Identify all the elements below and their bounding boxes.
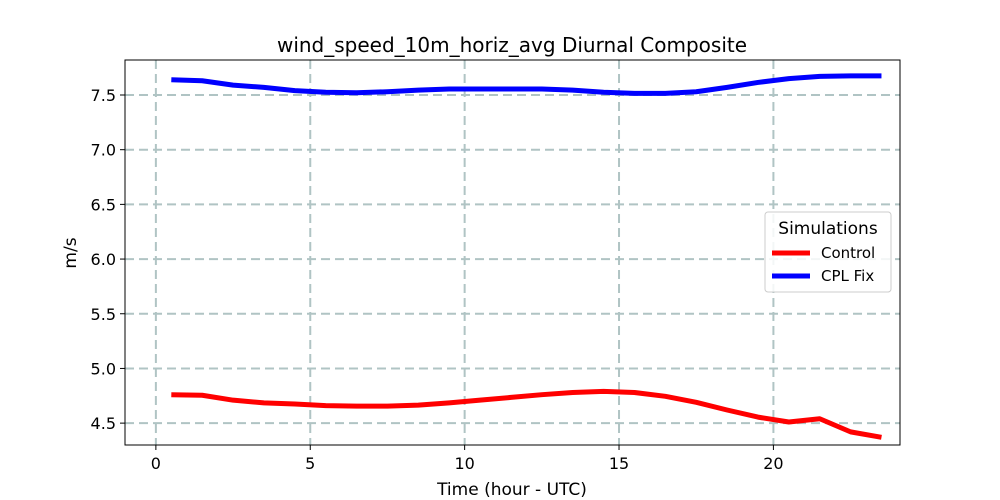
data-point-cpl-fix bbox=[694, 89, 699, 94]
tick-layer: 0 5 10 15 20 4.5 5.0 5.5 6.0 6.5 7.0 7.5 bbox=[91, 86, 784, 473]
series-line-control bbox=[171, 388, 882, 440]
data-point-control bbox=[292, 401, 297, 406]
data-point-control bbox=[354, 404, 359, 409]
data-point-control bbox=[786, 420, 791, 425]
data-point-cpl-fix bbox=[169, 77, 174, 82]
data-point-control bbox=[570, 390, 575, 395]
data-point-control bbox=[601, 389, 606, 394]
data-point-cpl-fix bbox=[508, 86, 513, 91]
y-tick-label: 7.0 bbox=[91, 141, 116, 160]
data-point-control bbox=[323, 403, 328, 408]
y-tick-label: 6.0 bbox=[91, 250, 116, 269]
chart-title: wind_speed_10m_horiz_avg Diurnal Composi… bbox=[277, 33, 747, 57]
series-line-cpl-fix bbox=[171, 73, 882, 96]
data-point-cpl-fix bbox=[231, 83, 236, 88]
legend: Simulations Control CPL Fix bbox=[764, 211, 892, 293]
data-point-cpl-fix bbox=[323, 90, 328, 95]
y-tick-label: 5.0 bbox=[91, 359, 116, 378]
data-point-cpl-fix bbox=[200, 78, 205, 83]
data-point-control bbox=[447, 400, 452, 405]
data-point-control bbox=[539, 392, 544, 397]
plot-frame bbox=[124, 59, 901, 446]
series-layer bbox=[169, 73, 884, 440]
data-point-control bbox=[817, 416, 822, 421]
data-point-cpl-fix bbox=[817, 74, 822, 79]
data-point-cpl-fix bbox=[879, 73, 884, 78]
x-tick-label: 15 bbox=[609, 454, 629, 473]
data-point-control bbox=[755, 415, 760, 420]
data-point-control bbox=[848, 429, 853, 434]
data-point-control bbox=[200, 393, 205, 398]
data-point-cpl-fix bbox=[354, 90, 359, 95]
x-axis-label: Time (hour - UTC) bbox=[436, 480, 587, 500]
data-point-cpl-fix bbox=[632, 91, 637, 96]
data-point-control bbox=[169, 392, 174, 397]
x-tick-label: 0 bbox=[151, 454, 161, 473]
data-point-control bbox=[694, 400, 699, 405]
data-point-control bbox=[231, 398, 236, 403]
data-point-control bbox=[478, 398, 483, 403]
data-point-control bbox=[416, 403, 421, 408]
legend-label-cpl-fix: CPL Fix bbox=[821, 267, 874, 285]
data-point-cpl-fix bbox=[478, 86, 483, 91]
data-point-cpl-fix bbox=[755, 80, 760, 85]
legend-title: Simulations bbox=[778, 219, 878, 239]
data-point-control bbox=[663, 394, 668, 399]
y-axis-label: m/s bbox=[61, 237, 81, 268]
y-tick-label: 4.5 bbox=[91, 414, 116, 433]
data-point-control bbox=[879, 435, 884, 440]
data-point-cpl-fix bbox=[663, 91, 668, 96]
data-point-cpl-fix bbox=[570, 88, 575, 93]
data-point-cpl-fix bbox=[786, 76, 791, 81]
x-tick-label: 5 bbox=[305, 454, 315, 473]
data-point-cpl-fix bbox=[385, 89, 390, 94]
y-tick-label: 6.5 bbox=[91, 195, 116, 214]
data-point-cpl-fix bbox=[539, 86, 544, 91]
data-point-cpl-fix bbox=[601, 90, 606, 95]
y-tick-label: 7.5 bbox=[91, 86, 116, 105]
legend-label-control: Control bbox=[821, 244, 875, 262]
legend-box bbox=[764, 211, 892, 293]
data-point-cpl-fix bbox=[447, 86, 452, 91]
data-point-control bbox=[632, 390, 637, 395]
data-point-control bbox=[261, 400, 266, 405]
y-tick-label: 5.5 bbox=[91, 305, 116, 324]
data-point-control bbox=[508, 395, 513, 400]
x-tick-label: 10 bbox=[454, 454, 474, 473]
data-point-cpl-fix bbox=[261, 85, 266, 90]
x-tick-label: 20 bbox=[763, 454, 783, 473]
data-point-cpl-fix bbox=[848, 73, 853, 78]
data-point-cpl-fix bbox=[292, 88, 297, 93]
data-point-control bbox=[385, 404, 390, 409]
data-point-control bbox=[725, 408, 730, 413]
data-point-cpl-fix bbox=[725, 85, 730, 90]
data-point-cpl-fix bbox=[416, 88, 421, 93]
